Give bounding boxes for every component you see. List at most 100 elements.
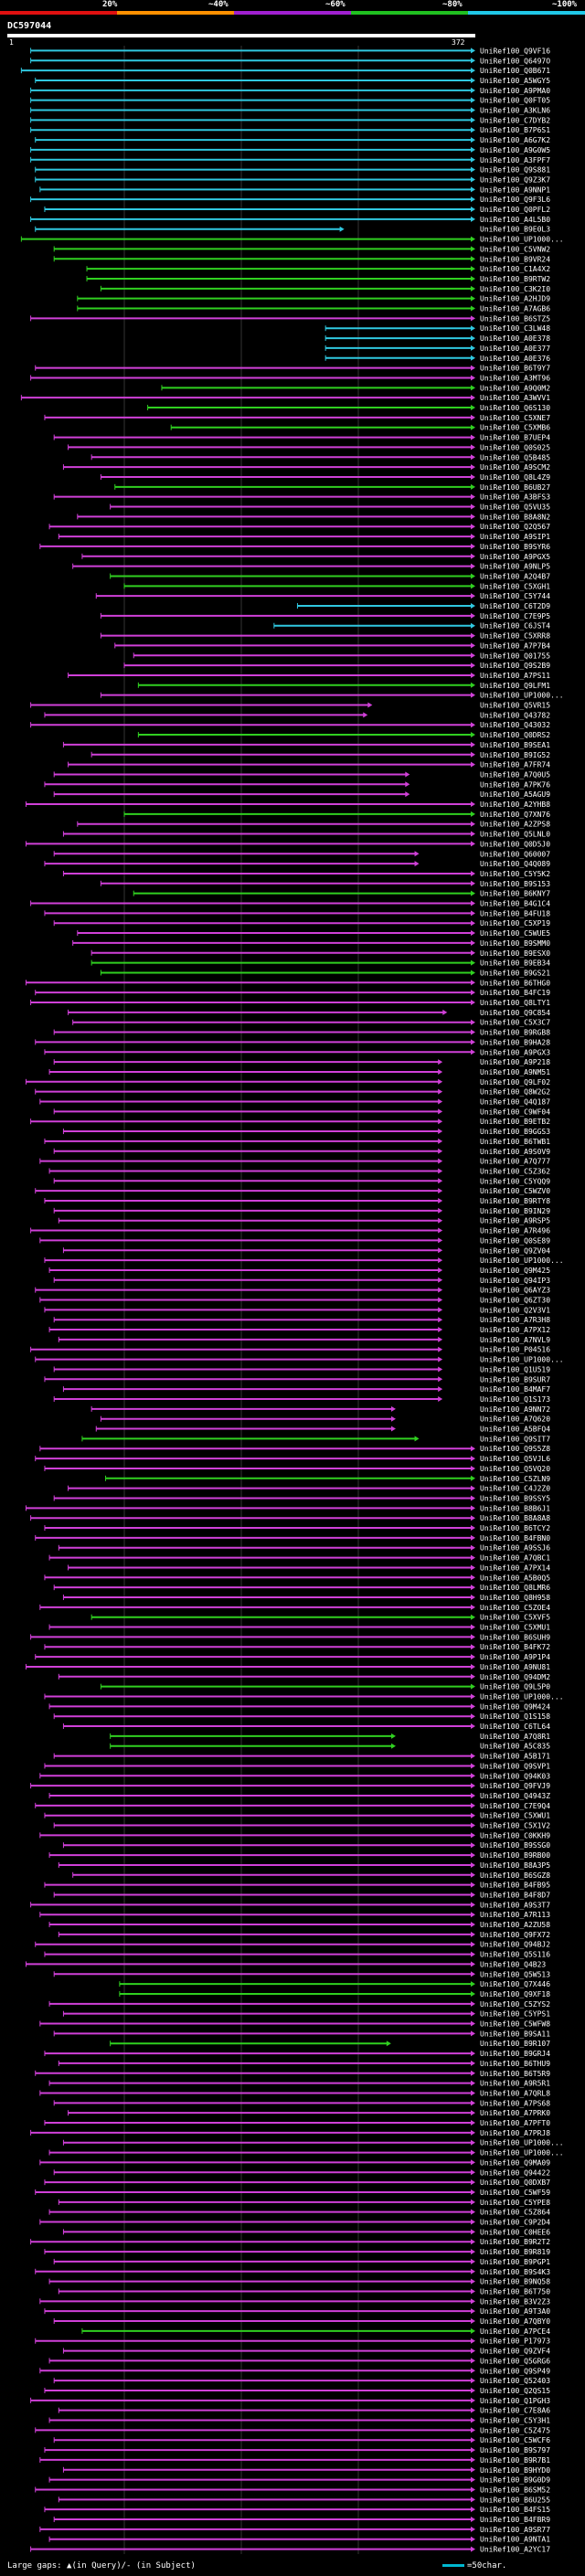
hit-label[interactable]: UniRef100_A7PX12 (480, 1326, 550, 1334)
hit-row[interactable]: UniRef100_C5X3C7 (72, 1019, 551, 1027)
hit-label[interactable]: UniRef100_Q9ZV04 (480, 1246, 550, 1255)
hit-row[interactable]: UniRef100_B9R7B1 (39, 2456, 550, 2465)
hit-row[interactable]: UniRef100_Q9SVP1 (44, 1762, 550, 1770)
hit-row[interactable]: UniRef100_B3V2Z3 (39, 2297, 550, 2306)
hit-row[interactable]: UniRef100_C5XRR8 (100, 632, 550, 641)
hit-label[interactable]: UniRef100_Q9LFM1 (480, 682, 550, 690)
hit-label[interactable]: UniRef100_A3KLN6 (480, 107, 550, 115)
hit-row[interactable]: UniRef100_Q43782 (44, 711, 550, 719)
hit-row[interactable]: UniRef100_B4FS15 (44, 2506, 550, 2514)
hit-label[interactable]: UniRef100_B4FU18 (480, 909, 550, 917)
hit-row[interactable]: UniRef100_A9R5R1 (48, 2080, 550, 2088)
hit-label[interactable]: UniRef100_A9P218 (480, 1058, 550, 1066)
hit-row[interactable]: UniRef100_A9PGX5 (81, 553, 550, 561)
hit-row[interactable]: UniRef100_B9SMM0 (72, 939, 551, 948)
hit-label[interactable]: UniRef100_A5B0Q5 (480, 1574, 550, 1582)
hit-row[interactable]: UniRef100_C5XMB6 (170, 424, 550, 432)
hit-row[interactable]: UniRef100_B9SYR6 (39, 543, 550, 551)
hit-row[interactable]: UniRef100_B7UEP4 (53, 434, 550, 442)
hit-row[interactable]: UniRef100_Q9SP49 (39, 2367, 550, 2375)
hit-label[interactable]: UniRef100_B9SMM0 (480, 939, 550, 948)
hit-row[interactable]: UniRef100_A7NVL9 (58, 1336, 550, 1344)
hit-row[interactable]: UniRef100_C5WCF6 (53, 2436, 550, 2444)
hit-row[interactable]: UniRef100_Q1PGH3 (30, 2397, 551, 2405)
hit-row[interactable]: UniRef100_Q9FVJ9 (30, 1782, 551, 1790)
hit-row[interactable]: UniRef100_A9PMA0 (30, 87, 551, 95)
hit-row[interactable]: UniRef100_A0E378 (324, 334, 550, 343)
hit-row[interactable]: UniRef100_B8A8N2 (77, 513, 550, 521)
hit-row[interactable]: UniRef100_B9PGP1 (53, 2258, 550, 2266)
hit-row[interactable]: UniRef100_Q9VF16 (30, 47, 551, 55)
hit-row[interactable]: UniRef100_Q9M425 (48, 1267, 550, 1275)
hit-row[interactable]: UniRef100_UP1000... (35, 1356, 564, 1364)
hit-label[interactable]: UniRef100_B8A8N2 (480, 513, 550, 521)
hit-label[interactable]: UniRef100_A2YC17 (480, 2546, 550, 2554)
hit-label[interactable]: UniRef100_C6TL64 (480, 1723, 550, 1731)
hit-label[interactable]: UniRef100_A7R3H8 (480, 1316, 550, 1324)
hit-label[interactable]: UniRef100_Q8L4Z9 (480, 473, 550, 482)
hit-label[interactable]: UniRef100_Q01755 (480, 652, 550, 660)
hit-row[interactable]: UniRef100_A0E377 (324, 345, 550, 353)
hit-label[interactable]: UniRef100_C5YQQ9 (480, 1177, 550, 1185)
hit-row[interactable]: UniRef100_A7R3H8 (53, 1316, 550, 1324)
hit-row[interactable]: UniRef100_A7QBC1 (48, 1554, 550, 1563)
hit-label[interactable]: UniRef100_A7NVL9 (480, 1336, 550, 1344)
hit-label[interactable]: UniRef100_Q9F3L6 (480, 196, 550, 204)
hit-row[interactable]: UniRef100_Q9Z3K7 (35, 175, 551, 184)
hit-label[interactable]: UniRef100_C5XGH1 (480, 582, 550, 590)
hit-row[interactable]: UniRef100_C5Z864 (48, 2209, 550, 2217)
hit-row[interactable]: UniRef100_B6STZ5 (30, 314, 551, 323)
hit-label[interactable]: UniRef100_B6UB27 (480, 483, 550, 492)
hit-row[interactable]: UniRef100_C3K2I0 (100, 285, 550, 293)
hit-row[interactable]: UniRef100_B4FK72 (44, 1643, 550, 1651)
hit-row[interactable]: UniRef100_Q5VJL6 (35, 1455, 551, 1463)
hit-label[interactable]: UniRef100_A7PCE4 (480, 2327, 550, 2336)
hit-row[interactable]: UniRef100_C5WZV0 (35, 1187, 551, 1195)
hit-row[interactable]: UniRef100_C5ZYS2 (48, 2000, 550, 2009)
hit-row[interactable]: UniRef100_Q9S881 (35, 166, 551, 175)
hit-label[interactable]: UniRef100_A7Q8R1 (480, 1733, 550, 1741)
hit-label[interactable]: UniRef100_UP1000... (480, 1356, 564, 1364)
hit-row[interactable]: UniRef100_A2ZU58 (48, 1921, 550, 1929)
hit-row[interactable]: UniRef100_Q2Q567 (48, 523, 550, 531)
hit-row[interactable]: UniRef100_B9R107 (110, 2040, 551, 2048)
hit-label[interactable]: UniRef100_Q9S881 (480, 166, 550, 175)
hit-label[interactable]: UniRef100_B9GGS3 (480, 1128, 550, 1136)
hit-row[interactable]: UniRef100_C5YQQ9 (53, 1177, 550, 1185)
hit-label[interactable]: UniRef100_A9PGX3 (480, 1048, 550, 1056)
hit-label[interactable]: UniRef100_A5B171 (480, 1753, 550, 1761)
hit-row[interactable]: UniRef100_B9GS21 (100, 969, 550, 977)
hit-label[interactable]: UniRef100_B9R819 (480, 2248, 550, 2256)
hit-label[interactable]: UniRef100_B3V2Z3 (480, 2297, 550, 2306)
hit-label[interactable]: UniRef100_B6T5R9 (480, 2070, 550, 2078)
hit-label[interactable]: UniRef100_Q94DM2 (480, 1673, 550, 1681)
hit-label[interactable]: UniRef100_B8A3P5 (480, 1861, 550, 1870)
hit-row[interactable]: UniRef100_A7Q0U5 (53, 770, 550, 779)
hit-row[interactable]: UniRef100_Q6S130 (147, 404, 551, 412)
hit-label[interactable]: UniRef100_Q0S025 (480, 443, 550, 451)
hit-label[interactable]: UniRef100_C5Y744 (480, 592, 550, 600)
hit-row[interactable]: UniRef100_B6SUH9 (30, 1633, 551, 1641)
hit-row[interactable]: UniRef100_Q43032 (30, 721, 551, 729)
hit-row[interactable]: UniRef100_A9SSJ6 (58, 1544, 550, 1553)
hit-row[interactable]: UniRef100_A7R113 (39, 1911, 550, 1919)
hit-row[interactable]: UniRef100_B8A8A8 (30, 1514, 551, 1522)
hit-label[interactable]: UniRef100_A3MT96 (480, 374, 550, 382)
hit-row[interactable]: UniRef100_Q94BJ2 (35, 1941, 551, 1949)
hit-label[interactable]: UniRef100_A9SIP1 (480, 533, 550, 541)
hit-row[interactable]: UniRef100_C1A4X2 (86, 265, 550, 273)
hit-label[interactable]: UniRef100_A3FPF7 (480, 156, 550, 164)
hit-label[interactable]: UniRef100_Q9ZVF4 (480, 2348, 550, 2356)
hit-row[interactable]: UniRef100_A6G7K2 (35, 136, 551, 144)
hit-row[interactable]: UniRef100_A7PK76 (44, 780, 550, 789)
hit-label[interactable]: UniRef100_C3LW48 (480, 324, 550, 333)
hit-label[interactable]: UniRef100_C5WFW8 (480, 2020, 550, 2029)
hit-label[interactable]: UniRef100_C6JST4 (480, 622, 550, 631)
hit-row[interactable]: UniRef100_A5C835 (110, 1743, 551, 1751)
hit-row[interactable]: UniRef100_UP1000... (48, 2149, 564, 2157)
hit-row[interactable]: UniRef100_A7QBY0 (53, 2317, 550, 2326)
hit-label[interactable]: UniRef100_Q7X446 (480, 1980, 550, 1988)
hit-row[interactable]: UniRef100_B6THU9 (58, 2060, 550, 2068)
hit-label[interactable]: UniRef100_B8A8A8 (480, 1514, 550, 1522)
hit-label[interactable]: UniRef100_Q6S130 (480, 404, 550, 412)
